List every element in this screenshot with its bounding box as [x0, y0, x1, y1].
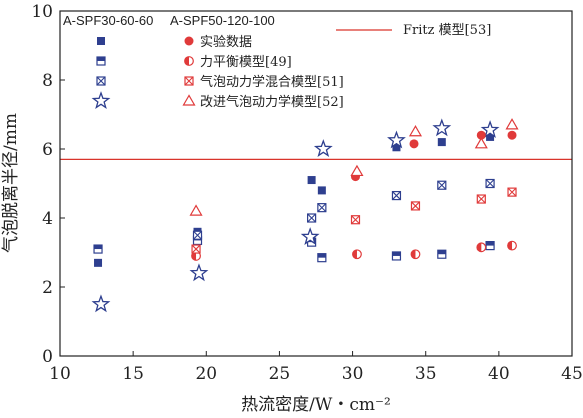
series-5-point-1	[352, 249, 362, 260]
legend-marker-b-1	[184, 56, 194, 66]
legend-fritz-label: Fritz 模型[53]	[403, 23, 491, 38]
series-6-point-1	[350, 215, 361, 225]
legend-marker-b-3	[182, 94, 196, 106]
series-1	[93, 235, 495, 263]
legend-row-label-1: 实验数据	[200, 34, 252, 50]
series-0-point-3	[317, 186, 326, 195]
series-7-point-2	[408, 125, 423, 137]
legend-marker-a-2	[96, 76, 106, 86]
series-2-point-3	[391, 190, 402, 201]
series-6	[191, 187, 517, 254]
legend-marker-a-1	[96, 56, 106, 66]
x-tick-label-5: 35	[415, 364, 437, 384]
x-axis-label: 热流密度/W・cm⁻²	[241, 395, 391, 415]
x-tick-label-7: 45	[561, 364, 583, 384]
series-3-point-0	[91, 294, 111, 313]
x-tick-label-6: 40	[488, 364, 510, 384]
series-5-point-4	[507, 240, 517, 251]
series-0-point-0	[94, 258, 103, 267]
series-2-point-0	[192, 230, 203, 240]
series-0-point-5	[437, 138, 446, 147]
legend: A-SPF30-60-60 A-SPF50-120-100 Fritz 模型[5…	[63, 13, 491, 110]
y-tick-label-2: 4	[42, 209, 53, 229]
series-6-point-3	[476, 194, 486, 204]
ticks-layer: 10 15 20 25 30 35 40 45 0 2 4 6 8 10	[31, 2, 582, 384]
series-7-point-1	[350, 164, 364, 177]
legend-marker-b-0	[184, 36, 194, 46]
series-6-point-4	[507, 187, 517, 197]
series-0-point-2	[307, 176, 316, 185]
x-tick-label-4: 30	[342, 364, 364, 384]
x-tick-label-3: 25	[269, 364, 291, 384]
series-7-point-3	[474, 137, 488, 149]
series-1-point-5	[437, 249, 447, 259]
series-0	[94, 132, 495, 267]
series-3-point-6	[480, 120, 500, 139]
series-3	[91, 118, 500, 313]
x-tick-label-2: 20	[195, 364, 217, 384]
series-4-point-1	[409, 139, 419, 149]
series-2-point-5	[485, 178, 495, 189]
legend-group-header-1: A-SPF30-60-60	[63, 13, 153, 28]
series-1-point-3	[317, 253, 327, 263]
series-2-point-1	[307, 213, 317, 223]
marks-layer	[91, 118, 519, 313]
series-3-point-1	[189, 263, 209, 282]
legend-markers	[91, 36, 196, 110]
y-tick-label-4: 8	[42, 71, 53, 91]
series-3-point-4	[387, 130, 406, 149]
legend-row-label-3: 气泡动力学混合模型[51]	[200, 74, 344, 90]
series-1-point-0	[93, 244, 103, 254]
y-tick-label-3: 6	[42, 140, 53, 160]
series-7-point-0	[189, 204, 203, 216]
series-6-point-0	[191, 244, 201, 254]
series-4-point-3	[507, 130, 517, 140]
series-2-point-2	[317, 203, 327, 213]
series-7	[189, 118, 519, 216]
series-5-point-0	[191, 251, 201, 261]
series-1-point-4	[391, 251, 402, 261]
series-0-point-6	[486, 132, 495, 141]
legend-marker-b-2	[184, 76, 194, 86]
series-2	[192, 178, 495, 240]
series-5	[191, 240, 517, 261]
series-3-point-2	[300, 227, 320, 245]
y-tick-label-5: 10	[31, 2, 53, 22]
legend-group-header-2: A-SPF50-120-100	[170, 13, 275, 28]
plot-frame	[59, 10, 573, 357]
series-5-point-3	[476, 242, 487, 253]
series-2-point-4	[437, 180, 447, 190]
y-tick-label-1: 2	[42, 278, 53, 298]
series-6-point-2	[410, 201, 421, 211]
series-4	[350, 130, 517, 182]
series-3-point-5	[432, 118, 452, 137]
series-4-point-2	[476, 130, 486, 140]
y-axis-label: 气泡脱离半径/mm	[1, 113, 21, 253]
series-5-point-2	[410, 249, 421, 260]
series-3-point-3	[313, 139, 333, 158]
legend-marker-a-0	[97, 37, 105, 45]
x-tick-label-0: 10	[49, 364, 71, 384]
legend-row-label-4: 改进气泡动力学模型[52]	[200, 94, 344, 110]
series-0-point-4	[392, 143, 401, 152]
series-7-point-4	[505, 118, 519, 130]
legend-row-label-2: 力平衡模型[49]	[200, 55, 292, 70]
series-1-point-6	[485, 241, 495, 251]
x-tick-label-1: 15	[122, 364, 144, 384]
legend-marker-a-3	[91, 91, 111, 110]
y-tick-label-0: 0	[42, 347, 53, 367]
